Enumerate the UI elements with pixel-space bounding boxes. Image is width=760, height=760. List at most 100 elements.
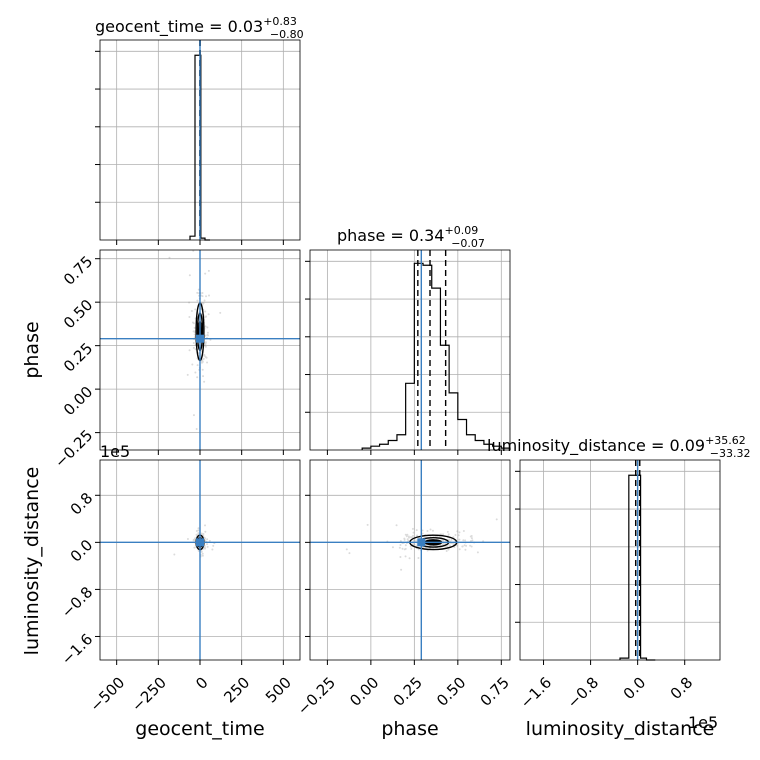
x-tick-label-geocent_time: 500 [262, 673, 295, 706]
sample-point [192, 538, 195, 541]
sample-point [398, 546, 401, 549]
sample-point [201, 360, 204, 363]
x-tick-label-geocent_time: −500 [86, 673, 128, 715]
sample-point [203, 354, 206, 357]
sample-point [458, 531, 461, 534]
x-axis-label-geocent-time: geocent_time [135, 718, 264, 740]
panel-geocent_time-luminosity_distance: −500 −250 0 250 500 −1.6 −0.8 0.0 0.8 [58, 459, 301, 715]
sample-point [470, 535, 473, 538]
x-axis-label-luminosity-distance: luminosity_distance [526, 718, 715, 740]
sample-point [194, 371, 197, 374]
sample-point [204, 537, 207, 540]
sample-point [408, 557, 411, 560]
sample-point [203, 354, 206, 357]
sample-point [204, 540, 207, 543]
sample-point [204, 345, 207, 348]
sample-point [417, 556, 420, 559]
sample-point [403, 537, 406, 540]
panel-geocent_time-geocent_time [95, 39, 301, 245]
sample-point [399, 544, 402, 547]
sample-point [205, 315, 208, 318]
sample-point [219, 311, 222, 314]
y-axis-label-phase: phase [21, 321, 43, 378]
sample-point [412, 539, 415, 542]
y-tick-label-luminosity_distance: 0.0 [67, 536, 97, 566]
sample-point [464, 539, 467, 542]
sample-point [412, 542, 415, 545]
sample-point [186, 373, 189, 376]
sample-point [203, 546, 206, 549]
sample-point [193, 326, 196, 329]
sample-point [201, 291, 204, 294]
sample-point [441, 542, 444, 545]
offset-text-y-luminosity-distance: 1e5 [100, 442, 130, 461]
panel-background [310, 250, 510, 450]
y-tick-label-phase: 0.75 [60, 252, 96, 288]
y-tick-label-luminosity_distance: 0.8 [67, 489, 97, 519]
sample-point [204, 325, 207, 328]
injection-marker [196, 538, 204, 547]
sample-point [204, 356, 207, 359]
sample-point [204, 341, 207, 344]
panel-frame [309, 459, 511, 661]
sample-point [208, 294, 211, 297]
panel-frame [99, 459, 301, 661]
sample-point [195, 529, 198, 532]
sample-point [409, 536, 412, 539]
sample-point [407, 535, 410, 538]
sample-point [462, 529, 465, 532]
title-luminosity-distance: luminosity_distance = 0.09+35.62 −33.32 [487, 434, 751, 460]
sample-point [211, 548, 214, 551]
sample-point [366, 523, 369, 526]
sample-point [206, 334, 209, 337]
sample-point [205, 295, 208, 298]
sample-point [203, 299, 206, 302]
sample-point [173, 553, 176, 556]
sample-point [450, 538, 453, 541]
sample-point [471, 539, 474, 542]
sample-point [192, 330, 195, 333]
sample-point [207, 269, 210, 272]
injection-marker [417, 538, 426, 547]
sample-point [201, 552, 204, 555]
sample-point [442, 543, 445, 546]
panel-phase-luminosity_distance: −0.25 0.00 0.25 0.50 0.75 [294, 459, 513, 719]
sample-point [195, 533, 198, 536]
sample-point [212, 544, 215, 547]
sample-point [168, 256, 171, 259]
sample-point [444, 545, 447, 548]
sample-point [409, 545, 412, 548]
x-axis-label-phase: phase [381, 718, 438, 740]
panel-frame [99, 249, 301, 451]
sample-point [205, 356, 208, 359]
sample-point [206, 361, 209, 364]
sample-point [204, 344, 207, 347]
panel-frame [519, 459, 721, 661]
sample-point [196, 299, 199, 302]
x-tick-label-luminosity_distance: 0.8 [667, 673, 697, 703]
y-axis-label-luminosity-distance: luminosity_distance [21, 467, 43, 656]
sample-point [201, 368, 204, 371]
sample-point [202, 532, 205, 535]
sample-point [206, 538, 209, 541]
sample-point [410, 547, 413, 550]
sample-point [441, 540, 444, 543]
sample-point [442, 539, 445, 542]
sample-point [194, 537, 197, 540]
sample-point [345, 548, 348, 551]
sample-point [201, 554, 204, 557]
sample-point [415, 539, 418, 542]
sample-point [206, 331, 209, 334]
sample-point [391, 546, 394, 549]
sample-point [411, 534, 414, 537]
sample-point [400, 568, 403, 571]
sample-point [404, 544, 407, 547]
sample-point [462, 539, 465, 542]
sample-point [197, 532, 200, 535]
sample-point [469, 544, 472, 547]
panel-background [310, 460, 510, 660]
y-tick-label-phase: 0.25 [60, 339, 96, 375]
sample-point [204, 272, 207, 275]
sample-point [208, 539, 211, 542]
